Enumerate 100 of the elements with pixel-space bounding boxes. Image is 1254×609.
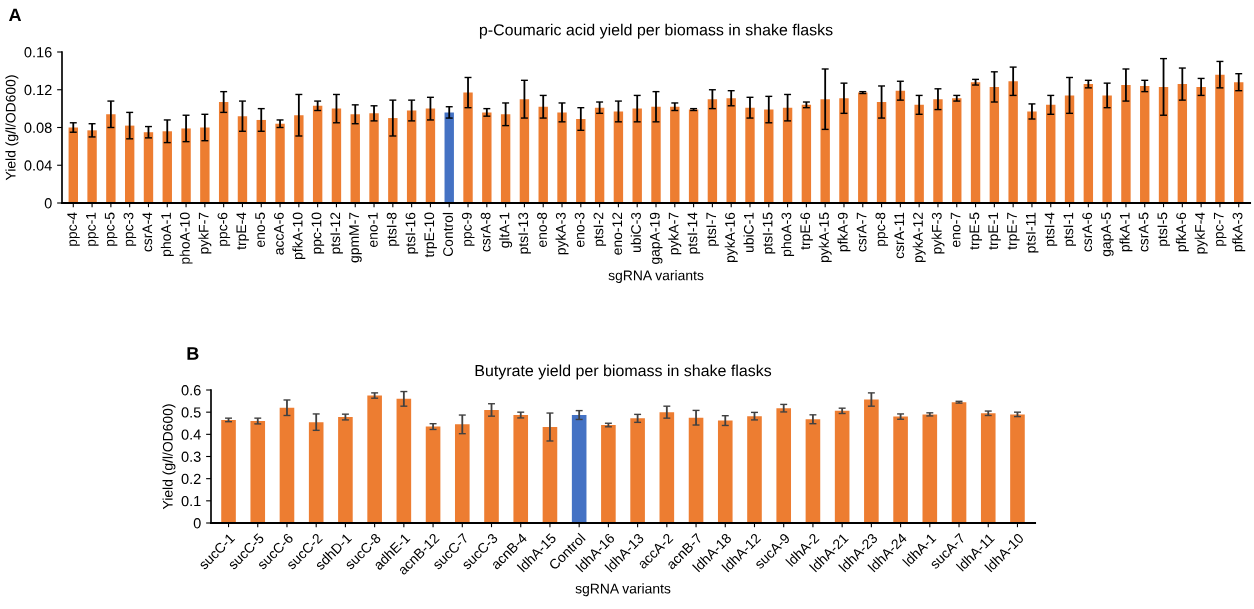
bar	[688, 109, 699, 203]
x-axis-title: sgRNA variants	[608, 270, 704, 284]
x-tick-label: ptsI-16	[405, 212, 419, 254]
x-tick-label: phoA-1	[160, 212, 174, 256]
x-tick-label: csrA-7	[856, 212, 867, 252]
bar	[805, 419, 821, 523]
x-tick-label: pykF-3	[931, 212, 945, 254]
bar	[745, 107, 755, 203]
x-tick-label: ptsI-13	[518, 212, 531, 254]
bar	[717, 420, 733, 523]
x-tick-label: trpE-1	[988, 212, 1001, 250]
x-tick-label: ptsI-15	[762, 212, 776, 254]
bar	[876, 102, 887, 203]
bar	[601, 425, 616, 523]
y-tick-label: 0.2	[181, 473, 201, 485]
bar	[1064, 95, 1075, 203]
bar	[538, 106, 548, 203]
bar	[1083, 84, 1094, 203]
x-tick-label: pykF-7	[198, 212, 212, 254]
bar	[951, 402, 967, 523]
bar	[542, 427, 558, 523]
x-tick-label: phoA-3	[781, 212, 795, 256]
bar	[914, 104, 924, 203]
x-tick-label: ppc-8	[875, 212, 889, 246]
x-tick-label: pykA-15	[818, 212, 832, 263]
bar	[87, 130, 97, 203]
bar	[820, 99, 830, 203]
x-tick-label: ppc-7	[1213, 212, 1227, 246]
x-tick-label: ptsI-8	[386, 212, 400, 246]
bar	[279, 407, 295, 523]
x-tick-label: trpE-10	[424, 212, 437, 258]
x-tick-label: gpmM-7	[349, 212, 362, 263]
bar	[454, 424, 470, 523]
x-tick-label: ppc-5	[104, 212, 118, 246]
x-tick-label: ubiC-1	[743, 212, 754, 253]
bar	[895, 90, 906, 203]
x-tick-label: pfkA-3	[1232, 212, 1246, 252]
bar	[571, 415, 587, 523]
x-tick-label: pfkA-1	[1119, 212, 1133, 252]
bar	[839, 98, 849, 203]
y-tick-label: 0.12	[24, 84, 52, 96]
bar	[484, 409, 499, 523]
chart-title: p-Coumaric acid yield per biomass in shake flasks	[479, 23, 833, 39]
bar	[651, 106, 661, 203]
bar	[1010, 414, 1025, 523]
x-tick-label: pfkA-6	[1175, 212, 1189, 252]
bar	[952, 98, 962, 203]
bar	[707, 99, 718, 203]
x-tick-label: ppc-3	[123, 212, 137, 246]
bar	[989, 86, 1000, 203]
bar	[388, 118, 398, 203]
x-tick-label: eno-8	[537, 212, 547, 247]
bar	[659, 412, 675, 523]
bar	[933, 99, 943, 203]
bar	[864, 399, 879, 523]
bar	[312, 105, 323, 203]
bar	[970, 82, 981, 203]
y-axis-title: Yield (g/l/OD600)	[5, 75, 19, 181]
x-tick-label: csrA-5	[1138, 212, 1149, 252]
x-tick-label: csrA-11	[894, 212, 905, 259]
bar	[1121, 85, 1131, 203]
bar	[834, 410, 850, 523]
bar	[632, 108, 642, 203]
y-tick-label: 0.5	[181, 407, 201, 418]
bar	[513, 415, 529, 523]
bar	[367, 395, 382, 523]
y-tick-label: 0.6	[181, 385, 201, 396]
x-tick-label: ptsI-4	[1044, 212, 1058, 246]
x-tick-label: ptsI-2	[593, 212, 607, 246]
y-tick-label: 0.08	[24, 122, 52, 133]
bar	[162, 131, 172, 203]
y-tick-label: 0.04	[24, 160, 52, 171]
chart-title: Butyrate yield per biomass in shake flasks	[475, 364, 772, 380]
bar	[747, 416, 762, 523]
x-tick-label: ubiC-3	[630, 212, 641, 253]
bar	[406, 110, 417, 203]
text: A	[8, 8, 22, 22]
bar	[106, 114, 116, 203]
x-tick-label: ppc-9	[461, 212, 475, 246]
bar	[922, 414, 938, 523]
x-tick-label: eno-7	[950, 212, 961, 247]
x-tick-label: pykA-12	[912, 212, 926, 263]
bar	[1140, 85, 1150, 203]
bar	[1158, 86, 1169, 203]
x-tick-label: pykA-3	[555, 212, 569, 255]
bar	[1046, 104, 1056, 203]
y-tick-label: 0.1	[181, 495, 201, 507]
bar	[1196, 86, 1206, 203]
bar	[557, 112, 567, 203]
x-tick-label: pykA-7	[668, 212, 682, 255]
bar	[181, 128, 191, 203]
bar	[776, 408, 792, 523]
bar	[688, 417, 704, 523]
bar	[726, 98, 736, 203]
bar	[338, 417, 353, 523]
x-tick-label: gapA-19	[649, 212, 663, 264]
x-tick-label: phoA-10	[179, 212, 193, 264]
x-tick-label: gltA-1	[499, 212, 513, 248]
y-axis-title: Yield (g/l/OD600)	[162, 404, 176, 510]
bar	[670, 106, 680, 203]
